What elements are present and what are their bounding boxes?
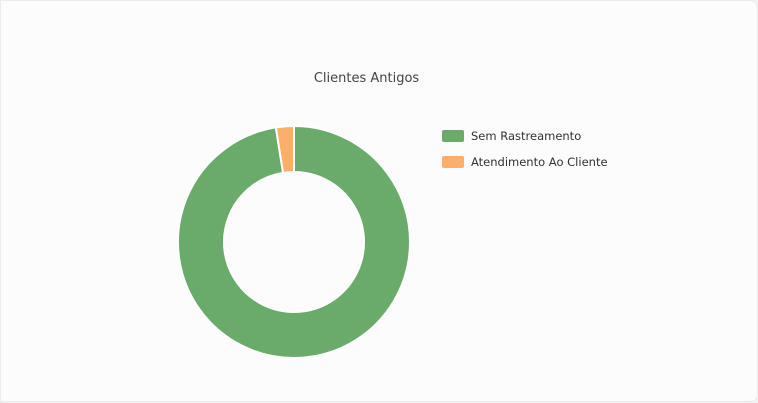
slice-sem-rastreamento[interactable] (177, 124, 411, 359)
legend: Sem Rastreamento Atendimento Ao Cliente (442, 123, 608, 175)
legend-item-sem-rastreamento[interactable]: Sem Rastreamento (442, 123, 608, 149)
slice-atendimento-ao-cliente[interactable] (274, 124, 295, 175)
legend-item-atendimento-ao-cliente[interactable]: Atendimento Ao Cliente (442, 149, 608, 175)
legend-label: Atendimento Ao Cliente (471, 155, 608, 169)
legend-swatch (442, 130, 464, 142)
chart-title: Clientes Antigos (313, 71, 420, 86)
legend-label: Sem Rastreamento (471, 129, 582, 143)
legend-swatch (442, 156, 464, 168)
